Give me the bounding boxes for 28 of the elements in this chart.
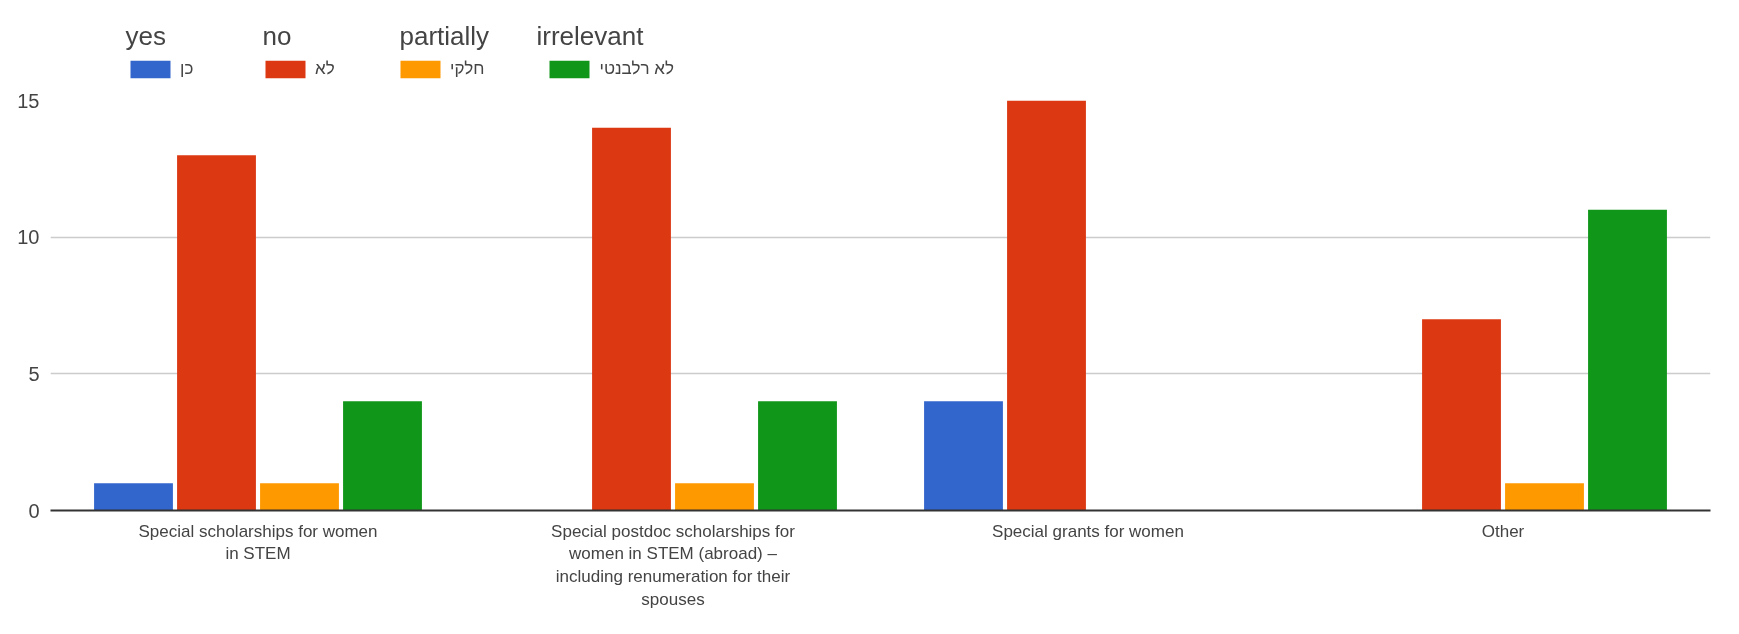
bar xyxy=(1505,483,1584,511)
bar xyxy=(94,483,173,511)
legend-label: חלקי xyxy=(450,59,485,79)
bar xyxy=(343,401,422,511)
y-tick-label: 10 xyxy=(17,226,40,249)
y-tick-label: 0 xyxy=(28,499,40,522)
x-tick-label: Special grants for women xyxy=(992,521,1184,541)
bar xyxy=(1588,209,1667,511)
y-tick-label: 5 xyxy=(28,362,40,385)
bar xyxy=(1007,100,1086,511)
bar xyxy=(675,483,754,511)
bar xyxy=(592,127,671,511)
legend-label: כן xyxy=(180,59,195,79)
bar xyxy=(1422,319,1501,511)
bar xyxy=(758,401,837,511)
x-tick-label: Special postdoc scholarships for women in STEM (abroad) – including renumeration for their spouses xyxy=(551,521,796,609)
bar xyxy=(260,483,339,511)
text: yes xyxy=(125,20,166,51)
bar xyxy=(924,401,1003,511)
text: irrelevant xyxy=(536,20,645,51)
x-tick-label: Special scholarships for women in STEM xyxy=(138,521,378,564)
legend-label: לא רלבנטי xyxy=(599,59,674,79)
x-tick-label: Other xyxy=(1481,521,1525,541)
legend-label: לא xyxy=(315,59,335,79)
text: no xyxy=(262,20,292,51)
bar xyxy=(177,155,256,511)
text: partially xyxy=(399,20,490,51)
y-tick-label: 15 xyxy=(17,89,40,112)
